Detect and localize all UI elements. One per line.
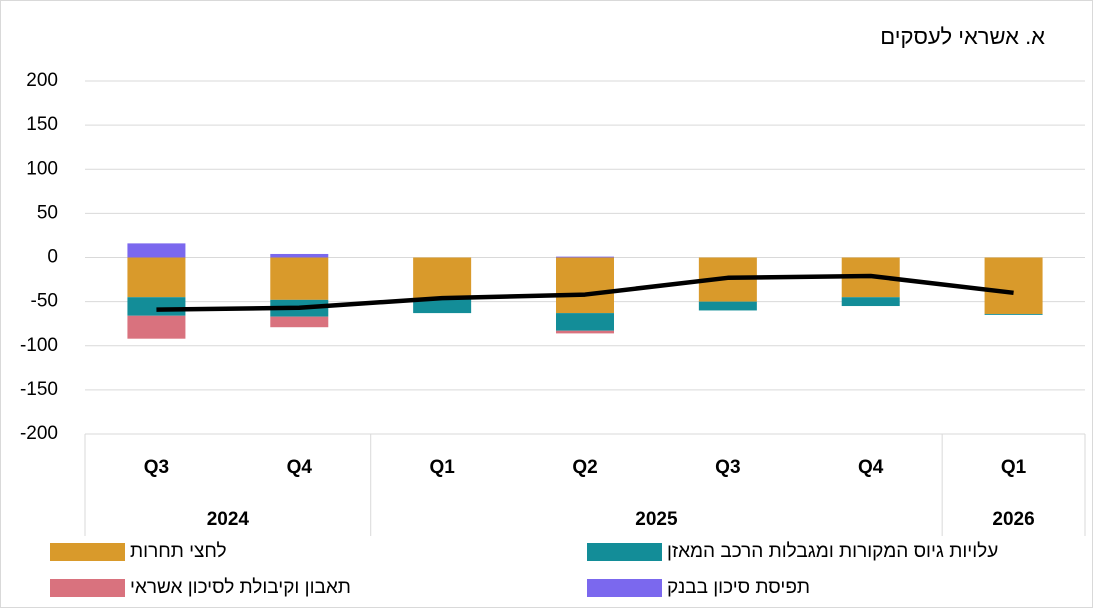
bar xyxy=(556,257,614,314)
x-tick-label: Q1 xyxy=(1001,457,1027,478)
x-tick-label: Q4 xyxy=(287,457,313,478)
chart-title: א. אשראי לעסקים xyxy=(880,24,1045,49)
legend-swatch xyxy=(587,579,662,597)
line xyxy=(156,273,1014,312)
bar xyxy=(270,253,329,258)
x-group-label: 2024 xyxy=(207,509,250,530)
y-tick-label: 100 xyxy=(26,158,58,179)
y-tick-label: -50 xyxy=(31,291,58,312)
x-tick-label: Q3 xyxy=(144,457,169,478)
y-tick-label: -150 xyxy=(20,379,58,400)
x-tick-label: Q3 xyxy=(715,457,740,478)
legend-label: תפיסת סיכון בבנק xyxy=(667,577,810,598)
y-tick-label: -200 xyxy=(20,423,58,444)
bar xyxy=(413,298,472,314)
legend-swatch xyxy=(50,543,125,561)
bar xyxy=(556,256,614,258)
bar xyxy=(556,330,614,334)
bar xyxy=(413,257,472,299)
bar xyxy=(270,316,329,328)
bar xyxy=(556,313,614,331)
legend-label: עלויות גיוס המקורות ומגבלות הרכב המאזן xyxy=(667,541,998,562)
x-tick-label: Q1 xyxy=(429,457,455,478)
bar xyxy=(127,243,186,258)
y-tick-label: 50 xyxy=(37,202,58,223)
legend-swatch xyxy=(587,543,662,561)
legend-label: לחצי תחרות xyxy=(130,541,227,562)
bar xyxy=(127,315,186,339)
bar xyxy=(270,257,329,300)
legend-swatch xyxy=(50,579,125,597)
x-group-label: 2026 xyxy=(992,509,1034,530)
x-tick-label: Q2 xyxy=(572,457,597,478)
bar xyxy=(127,297,186,316)
y-tick-label: 200 xyxy=(26,70,58,91)
bar xyxy=(127,257,186,298)
x-group-label: 2025 xyxy=(635,509,678,530)
legend-label: תאבון וקיבולת לסיכון אשראי xyxy=(130,577,351,598)
bar xyxy=(984,257,1043,314)
y-tick-label: 150 xyxy=(26,114,58,135)
bar xyxy=(984,313,1043,315)
x-tick-label: Q4 xyxy=(858,457,884,478)
y-tick-label: -100 xyxy=(20,335,58,356)
bar xyxy=(698,301,757,311)
y-tick-label: 0 xyxy=(47,247,58,268)
bar xyxy=(841,297,900,307)
